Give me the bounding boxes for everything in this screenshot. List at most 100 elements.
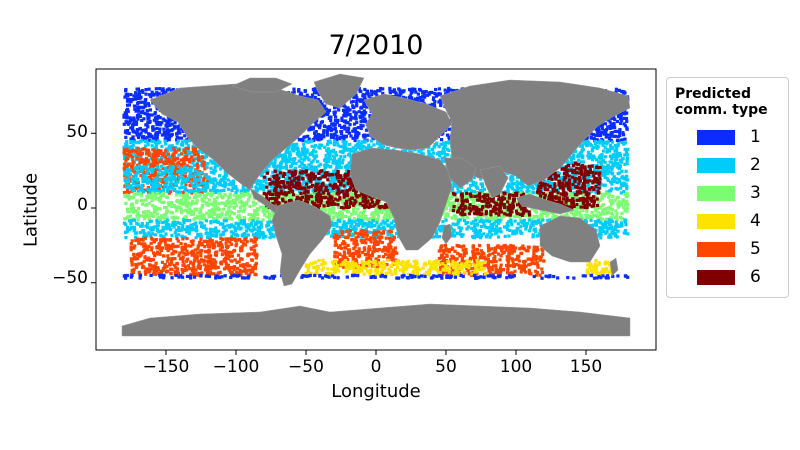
community-point-type-1 xyxy=(158,123,163,127)
community-point-type-5 xyxy=(161,185,165,189)
community-point-type-2 xyxy=(300,150,304,154)
community-point-type-2 xyxy=(288,150,292,154)
community-point-type-2 xyxy=(347,161,351,165)
community-point-type-2 xyxy=(408,150,412,154)
community-point-type-1 xyxy=(133,91,138,95)
community-point-type-1 xyxy=(176,127,181,131)
community-point-type-2 xyxy=(437,150,441,155)
community-point-type-1 xyxy=(368,114,372,118)
community-point-type-5 xyxy=(137,185,141,189)
community-point-type-5 xyxy=(200,190,204,194)
community-point-type-2 xyxy=(318,143,322,147)
community-point-type-1 xyxy=(355,134,360,138)
community-point-type-2 xyxy=(569,158,574,162)
community-point-type-2 xyxy=(192,163,196,167)
community-point-type-2 xyxy=(613,162,617,166)
community-point-type-2 xyxy=(348,152,352,156)
community-point-type-1 xyxy=(362,135,366,139)
community-point-type-1 xyxy=(610,134,614,138)
community-point-type-5 xyxy=(160,153,165,157)
community-point-type-2 xyxy=(430,154,434,159)
community-point-type-5 xyxy=(196,153,200,157)
community-point-type-2 xyxy=(216,164,220,168)
community-point-type-2 xyxy=(566,161,570,165)
community-point-type-1 xyxy=(124,115,129,119)
community-point-type-5 xyxy=(173,148,177,152)
community-point-type-2 xyxy=(616,144,620,148)
community-point-type-1 xyxy=(373,91,378,96)
community-point-type-5 xyxy=(142,158,146,162)
community-point-type-5 xyxy=(129,165,134,169)
community-point-type-1 xyxy=(411,87,415,91)
community-point-type-1 xyxy=(594,127,599,131)
community-point-type-1 xyxy=(624,116,629,121)
community-point-type-2 xyxy=(460,185,464,190)
community-point-type-2 xyxy=(185,139,189,143)
community-point-type-2 xyxy=(124,142,128,146)
community-point-type-2 xyxy=(186,144,190,148)
community-point-type-2 xyxy=(206,161,210,166)
community-point-type-2 xyxy=(410,150,414,154)
community-point-type-1 xyxy=(178,131,182,135)
community-point-type-2 xyxy=(346,147,350,151)
community-point-type-1 xyxy=(136,101,140,105)
community-point-type-1 xyxy=(362,113,366,117)
community-point-type-2 xyxy=(625,162,629,166)
community-point-type-1 xyxy=(447,136,451,140)
community-point-type-1 xyxy=(126,97,130,102)
community-point-type-5 xyxy=(188,157,192,161)
community-point-type-2 xyxy=(131,185,135,190)
community-point-type-1 xyxy=(342,124,347,128)
community-point-type-2 xyxy=(625,156,630,160)
community-point-type-2 xyxy=(449,189,453,194)
community-point-type-1 xyxy=(154,135,158,140)
community-point-type-2 xyxy=(605,140,609,144)
community-point-type-1 xyxy=(324,111,328,115)
community-point-type-5 xyxy=(137,166,141,170)
community-point-type-2 xyxy=(608,165,612,170)
community-point-type-1 xyxy=(126,129,130,133)
community-point-type-1 xyxy=(352,127,356,131)
community-point-type-1 xyxy=(310,93,315,97)
community-point-type-5 xyxy=(140,157,144,161)
community-point-type-2 xyxy=(216,181,220,185)
community-point-type-5 xyxy=(202,177,206,181)
community-point-type-2 xyxy=(442,159,446,163)
community-point-type-5 xyxy=(122,166,126,170)
community-point-type-1 xyxy=(180,127,184,131)
community-point-type-1 xyxy=(306,95,311,99)
community-point-type-2 xyxy=(210,161,214,165)
community-point-type-2 xyxy=(601,142,605,146)
community-point-type-1 xyxy=(616,114,621,119)
community-point-type-1 xyxy=(122,113,126,117)
community-point-type-1 xyxy=(344,114,348,118)
community-point-type-1 xyxy=(447,127,451,131)
community-point-type-1 xyxy=(346,121,350,125)
community-point-type-5 xyxy=(152,154,156,158)
community-point-type-2 xyxy=(616,142,620,146)
community-point-type-1 xyxy=(139,100,143,104)
community-point-type-1 xyxy=(615,119,619,124)
community-point-type-2 xyxy=(357,139,361,144)
community-point-type-1 xyxy=(131,123,135,127)
community-point-type-5 xyxy=(182,190,186,195)
community-point-type-2 xyxy=(427,149,431,153)
community-point-type-2 xyxy=(326,164,330,168)
community-point-type-5 xyxy=(191,179,195,183)
community-point-type-5 xyxy=(186,147,190,151)
community-point-type-5 xyxy=(138,149,142,153)
community-point-type-2 xyxy=(122,146,126,150)
community-point-type-1 xyxy=(173,121,177,125)
community-point-type-2 xyxy=(588,155,592,159)
community-point-type-5 xyxy=(146,148,151,152)
community-point-type-1 xyxy=(410,90,414,94)
community-point-type-1 xyxy=(142,117,146,121)
community-point-type-2 xyxy=(171,159,175,163)
community-point-type-2 xyxy=(618,154,622,158)
community-point-type-5 xyxy=(159,158,163,162)
community-point-type-2 xyxy=(270,161,274,165)
community-point-type-5 xyxy=(149,165,153,169)
community-point-type-1 xyxy=(161,92,165,96)
community-point-type-1 xyxy=(417,87,422,92)
community-point-type-1 xyxy=(362,97,367,101)
